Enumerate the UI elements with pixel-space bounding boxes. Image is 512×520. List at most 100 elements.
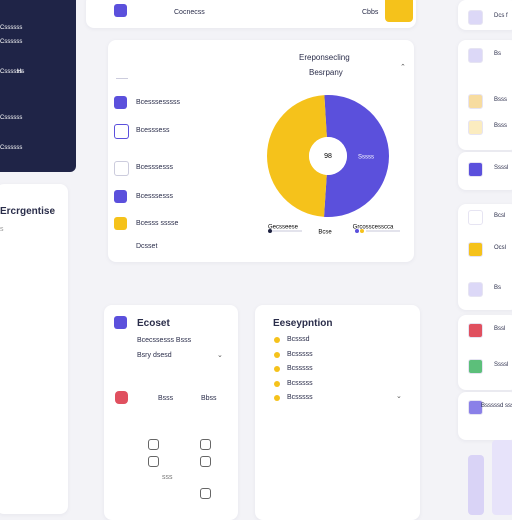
icon[interactable] [148,456,159,467]
icon[interactable] [468,242,483,257]
badge: Hs [17,69,25,75]
dot [274,380,280,387]
icon[interactable] [115,391,128,404]
sidebar-item[interactable]: Cssssss [0,115,23,121]
icon[interactable] [468,323,483,338]
dot [274,395,280,401]
legend-dot [268,229,272,233]
icon[interactable] [468,48,483,63]
tag[interactable]: Bbss [201,395,217,402]
right-item[interactable]: Bcsl [494,213,506,219]
legend-bar [366,230,400,232]
top-bar [86,0,416,28]
right-item[interactable]: Dcs f [494,13,508,19]
top-right: Cbbs [362,9,379,16]
icon[interactable] [468,210,483,225]
right-item[interactable]: Ssssl [494,362,509,368]
sidebar [0,0,76,172]
button[interactable] [385,0,413,22]
donut-chart: 98 Sssss Gecsseese Bcse Grcosscesscca [267,95,400,236]
icon[interactable] [114,4,127,17]
card [458,315,512,390]
icon[interactable] [114,96,127,109]
list-item[interactable]: Bcesssess [136,127,170,134]
card [458,152,512,190]
icon[interactable] [468,282,483,297]
icon[interactable] [114,190,127,203]
legend-label: Gecsseese [268,225,299,231]
legend-label: Grcosscesscca [353,225,394,231]
list-item[interactable]: Bcsssd [287,336,310,343]
list-item[interactable]: Bcsssss [287,379,313,387]
chevron[interactable]: ⌃ [400,64,406,71]
icon[interactable] [468,162,483,177]
chevron[interactable]: ⌄ [396,393,402,400]
sidebar-item[interactable]: Cssssss [0,145,23,151]
sidebar-item[interactable]: Cssssss [0,25,23,31]
card [458,204,512,310]
icon[interactable] [468,120,483,135]
icon[interactable] [114,161,129,176]
list-item[interactable]: Bcesssesss [136,193,173,200]
icon[interactable] [468,359,483,374]
right-item[interactable]: Bs [494,285,502,291]
card [458,40,512,150]
icon[interactable] [468,10,483,25]
top-label: Cocnecss [174,9,205,16]
card-title: Ereponsecling [299,53,350,62]
dot [274,366,280,372]
dot [274,351,280,358]
card [458,0,512,30]
tag[interactable]: Bsss [158,395,174,402]
export-title: Ecoset [137,318,170,329]
left-card [0,184,68,514]
slice-label: Sssss [358,155,374,161]
list-item[interactable]: Bcsssss [287,350,313,358]
list-item[interactable]: Bcesssesss [136,164,173,171]
legend-label: Bcse [318,230,332,236]
list-item[interactable]: Bcsssss [287,365,313,372]
right-item[interactable]: Ssssl [494,165,509,171]
icon[interactable] [114,217,127,230]
right-item[interactable]: Ocsl [494,245,506,251]
export-select[interactable]: Bsry dsesd [137,352,172,359]
center-label: 98 [324,153,332,160]
legend-bar [272,230,302,232]
icon[interactable] [200,439,211,450]
right-item[interactable]: Bssl [494,326,506,332]
sidebar-item[interactable]: Cssssss [0,69,23,75]
list-item[interactable]: Bcesss sssse [136,220,179,227]
donut-slice [323,95,390,217]
card [458,392,512,440]
chevron[interactable]: ⌄ [217,352,223,359]
legend-dot [355,229,359,233]
left-sub: s [0,226,4,233]
export-card [104,305,238,520]
dot [274,337,280,343]
donut-slice [267,95,327,217]
right-item[interactable]: Bsssssd sss [481,403,512,409]
sidebar-item[interactable]: Cssssss [0,39,23,45]
icon[interactable] [200,456,211,467]
icon[interactable] [468,94,483,109]
legend-dot [360,229,364,233]
icon[interactable] [200,488,211,499]
divider [116,78,128,79]
icon[interactable] [148,439,159,450]
encryption-card [255,305,420,520]
right-item[interactable]: Bsss [494,97,508,103]
icon [114,316,127,329]
card-footer: Dcsset [136,243,158,250]
bar [468,455,484,515]
list-item[interactable]: Bcsssss [287,394,313,401]
icon[interactable] [114,124,129,139]
left-title: Ercrgentise [0,206,56,217]
card-subtitle: Besrpany [309,68,343,77]
right-item[interactable]: Bs [494,51,502,57]
list-item[interactable]: Bcesssesssss [136,99,180,106]
icon[interactable] [468,400,483,415]
right-item[interactable]: Bsss [494,123,508,129]
chevron[interactable]: ⌄ [50,207,56,214]
encryption-title: Eeseypntion [273,318,333,329]
